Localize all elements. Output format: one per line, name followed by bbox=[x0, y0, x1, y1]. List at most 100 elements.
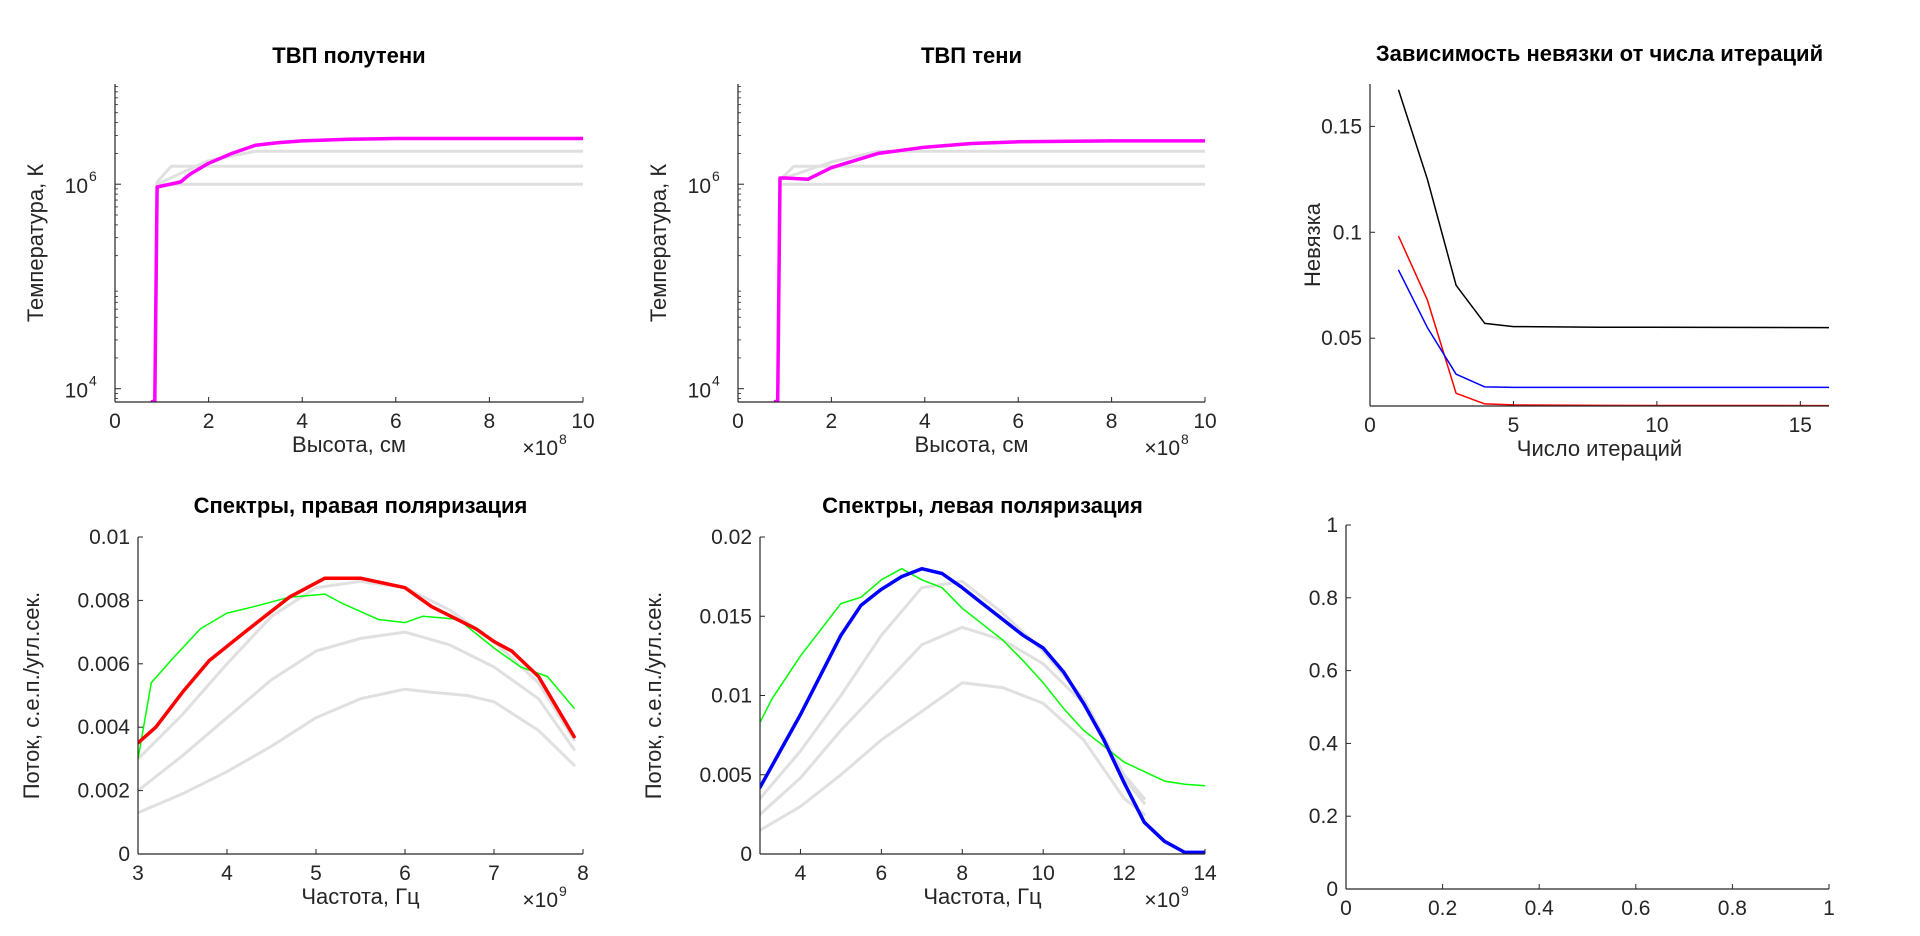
x-tick-label: 6 bbox=[1012, 410, 1024, 433]
x-exponent-label: ×10 bbox=[522, 889, 558, 912]
x-tick-label: 0.8 bbox=[1718, 897, 1747, 920]
series-line-green-3 bbox=[138, 593, 575, 760]
y-tick-label-base: 10 bbox=[688, 175, 711, 198]
y-tick-label: 0.2 bbox=[1309, 805, 1338, 828]
x-tick-label: 8 bbox=[484, 410, 496, 433]
y-tick-label-base: 10 bbox=[65, 380, 88, 403]
x-tick-label: 6 bbox=[390, 410, 402, 433]
y-tick-label: 0.015 bbox=[699, 605, 752, 628]
y-tick-label: 0.002 bbox=[77, 780, 130, 803]
x-tick-label: 2 bbox=[826, 410, 838, 433]
series-line-magenta-3 bbox=[150, 136, 583, 402]
plot-p6: 0 0.2 0.4 0.6 0.8 1 0 0.2 0.4 0.6 0.8 1 bbox=[1309, 514, 1835, 920]
y-tick-label: 0.8 bbox=[1309, 587, 1338, 610]
series-line-gray-0 bbox=[773, 182, 1205, 402]
x-exponent-power: 8 bbox=[1181, 431, 1189, 447]
y-tick-label: 1 bbox=[1326, 514, 1338, 537]
y-tick-label: 0.15 bbox=[1321, 115, 1362, 138]
y-tick-label-base: 10 bbox=[688, 380, 711, 403]
x-exponent-power: 8 bbox=[559, 431, 567, 447]
y-tick-label-power: 6 bbox=[712, 168, 720, 184]
y-tick-label: 0.6 bbox=[1309, 660, 1338, 683]
x-tick-label: 0 bbox=[732, 410, 744, 433]
x-tick-label: 4 bbox=[919, 410, 931, 433]
y-axis-label: Поток, с.е.п./угл.сек. bbox=[19, 592, 44, 800]
series-line-gray-2 bbox=[138, 579, 576, 761]
x-tick-label: 0.4 bbox=[1525, 897, 1555, 920]
series-line-green-3 bbox=[760, 567, 1205, 787]
plot-p3: 0 5 10 15 0.05 0.1 0.15 Зависимость невязки от … bbox=[1300, 41, 1829, 461]
chart-title: Спектры, левая поляризация bbox=[822, 493, 1143, 518]
x-tick-label: 10 bbox=[571, 410, 594, 433]
series-line-gray-1 bbox=[760, 625, 1146, 816]
x-tick-label: 3 bbox=[132, 862, 144, 885]
chart-title: ТВП полутени bbox=[272, 43, 425, 68]
chart-title: Зависимость невязки от числа итераций bbox=[1376, 41, 1823, 66]
series-line-gray-0 bbox=[150, 182, 583, 402]
y-tick-label: 0.008 bbox=[77, 589, 130, 612]
x-exponent-power: 9 bbox=[559, 883, 567, 899]
y-axis-label: Поток, с.е.п./угл.сек. bbox=[641, 592, 666, 800]
series-group bbox=[760, 566, 1205, 854]
series-line-red-4 bbox=[138, 576, 576, 745]
series-line-gray-2 bbox=[760, 579, 1146, 800]
series-line-gray-2 bbox=[773, 149, 1205, 402]
plot-p5: 4 6 8 10 12 14 0 0.005 0.01 0.015 0.02 Спектры, лев… bbox=[641, 493, 1217, 912]
y-tick-label: 0.005 bbox=[699, 764, 752, 787]
y-tick-label: 0.004 bbox=[77, 716, 130, 739]
series-line-gray-0 bbox=[760, 681, 1146, 832]
y-tick-label: 0.4 bbox=[1309, 732, 1339, 755]
x-tick-label: 10 bbox=[1645, 414, 1668, 437]
y-axis-label: Температура, К bbox=[23, 164, 48, 322]
x-tick-label: 1 bbox=[1823, 897, 1835, 920]
y-tick-label: 0.01 bbox=[89, 526, 130, 549]
y-tick-label: 0 bbox=[118, 843, 130, 866]
x-tick-label: 7 bbox=[488, 862, 500, 885]
y-tick-label-power: 6 bbox=[89, 168, 97, 184]
x-tick-label: 6 bbox=[399, 862, 411, 885]
series-line-blue-2 bbox=[1397, 269, 1829, 389]
x-tick-label: 4 bbox=[296, 410, 308, 433]
y-tick-label: 0 bbox=[1326, 878, 1338, 901]
x-tick-label: 5 bbox=[1508, 414, 1520, 437]
x-axis-label: Число итераций bbox=[1517, 436, 1682, 461]
series-line-gray-1 bbox=[773, 164, 1205, 402]
x-tick-label: 0.6 bbox=[1621, 897, 1650, 920]
x-axis-label: Высота, см bbox=[292, 432, 406, 457]
x-tick-label: 4 bbox=[221, 862, 233, 885]
series-line-black-0 bbox=[1397, 89, 1829, 329]
x-tick-label: 10 bbox=[1193, 410, 1216, 433]
x-tick-label: 0.2 bbox=[1428, 897, 1457, 920]
series-line-red-1 bbox=[1397, 235, 1829, 406]
y-axis-label: Невязка bbox=[1300, 202, 1325, 287]
series-line-blue-4 bbox=[760, 566, 1205, 854]
x-tick-label: 0 bbox=[1364, 414, 1376, 437]
x-exponent-label: ×10 bbox=[1144, 437, 1180, 460]
x-tick-label: 10 bbox=[1032, 862, 1055, 885]
series-line-gray-1 bbox=[138, 630, 576, 793]
y-tick-label: 0.01 bbox=[711, 685, 752, 708]
y-tick-label-power: 4 bbox=[89, 373, 97, 389]
x-tick-label: 15 bbox=[1789, 414, 1812, 437]
x-exponent-power: 9 bbox=[1181, 883, 1189, 899]
x-axis-label: Частота, Гц bbox=[301, 884, 420, 909]
x-tick-label: 6 bbox=[876, 862, 888, 885]
x-tick-label: 4 bbox=[795, 862, 807, 885]
y-tick-label-base: 10 bbox=[65, 175, 88, 198]
series-line-gray-2 bbox=[150, 149, 583, 402]
x-tick-label: 8 bbox=[577, 862, 589, 885]
chart-title: ТВП тени bbox=[921, 43, 1022, 68]
chart-title: Спектры, правая поляризация bbox=[194, 493, 528, 518]
y-tick-label-power: 4 bbox=[712, 373, 720, 389]
series-group bbox=[138, 576, 576, 815]
x-tick-label: 5 bbox=[310, 862, 322, 885]
y-tick-label: 0.1 bbox=[1333, 221, 1362, 244]
x-tick-label: 0 bbox=[109, 410, 121, 433]
x-tick-label: 2 bbox=[203, 410, 215, 433]
y-tick-label: 0 bbox=[740, 843, 752, 866]
x-exponent-label: ×10 bbox=[1144, 889, 1180, 912]
series-group bbox=[1397, 89, 1829, 406]
